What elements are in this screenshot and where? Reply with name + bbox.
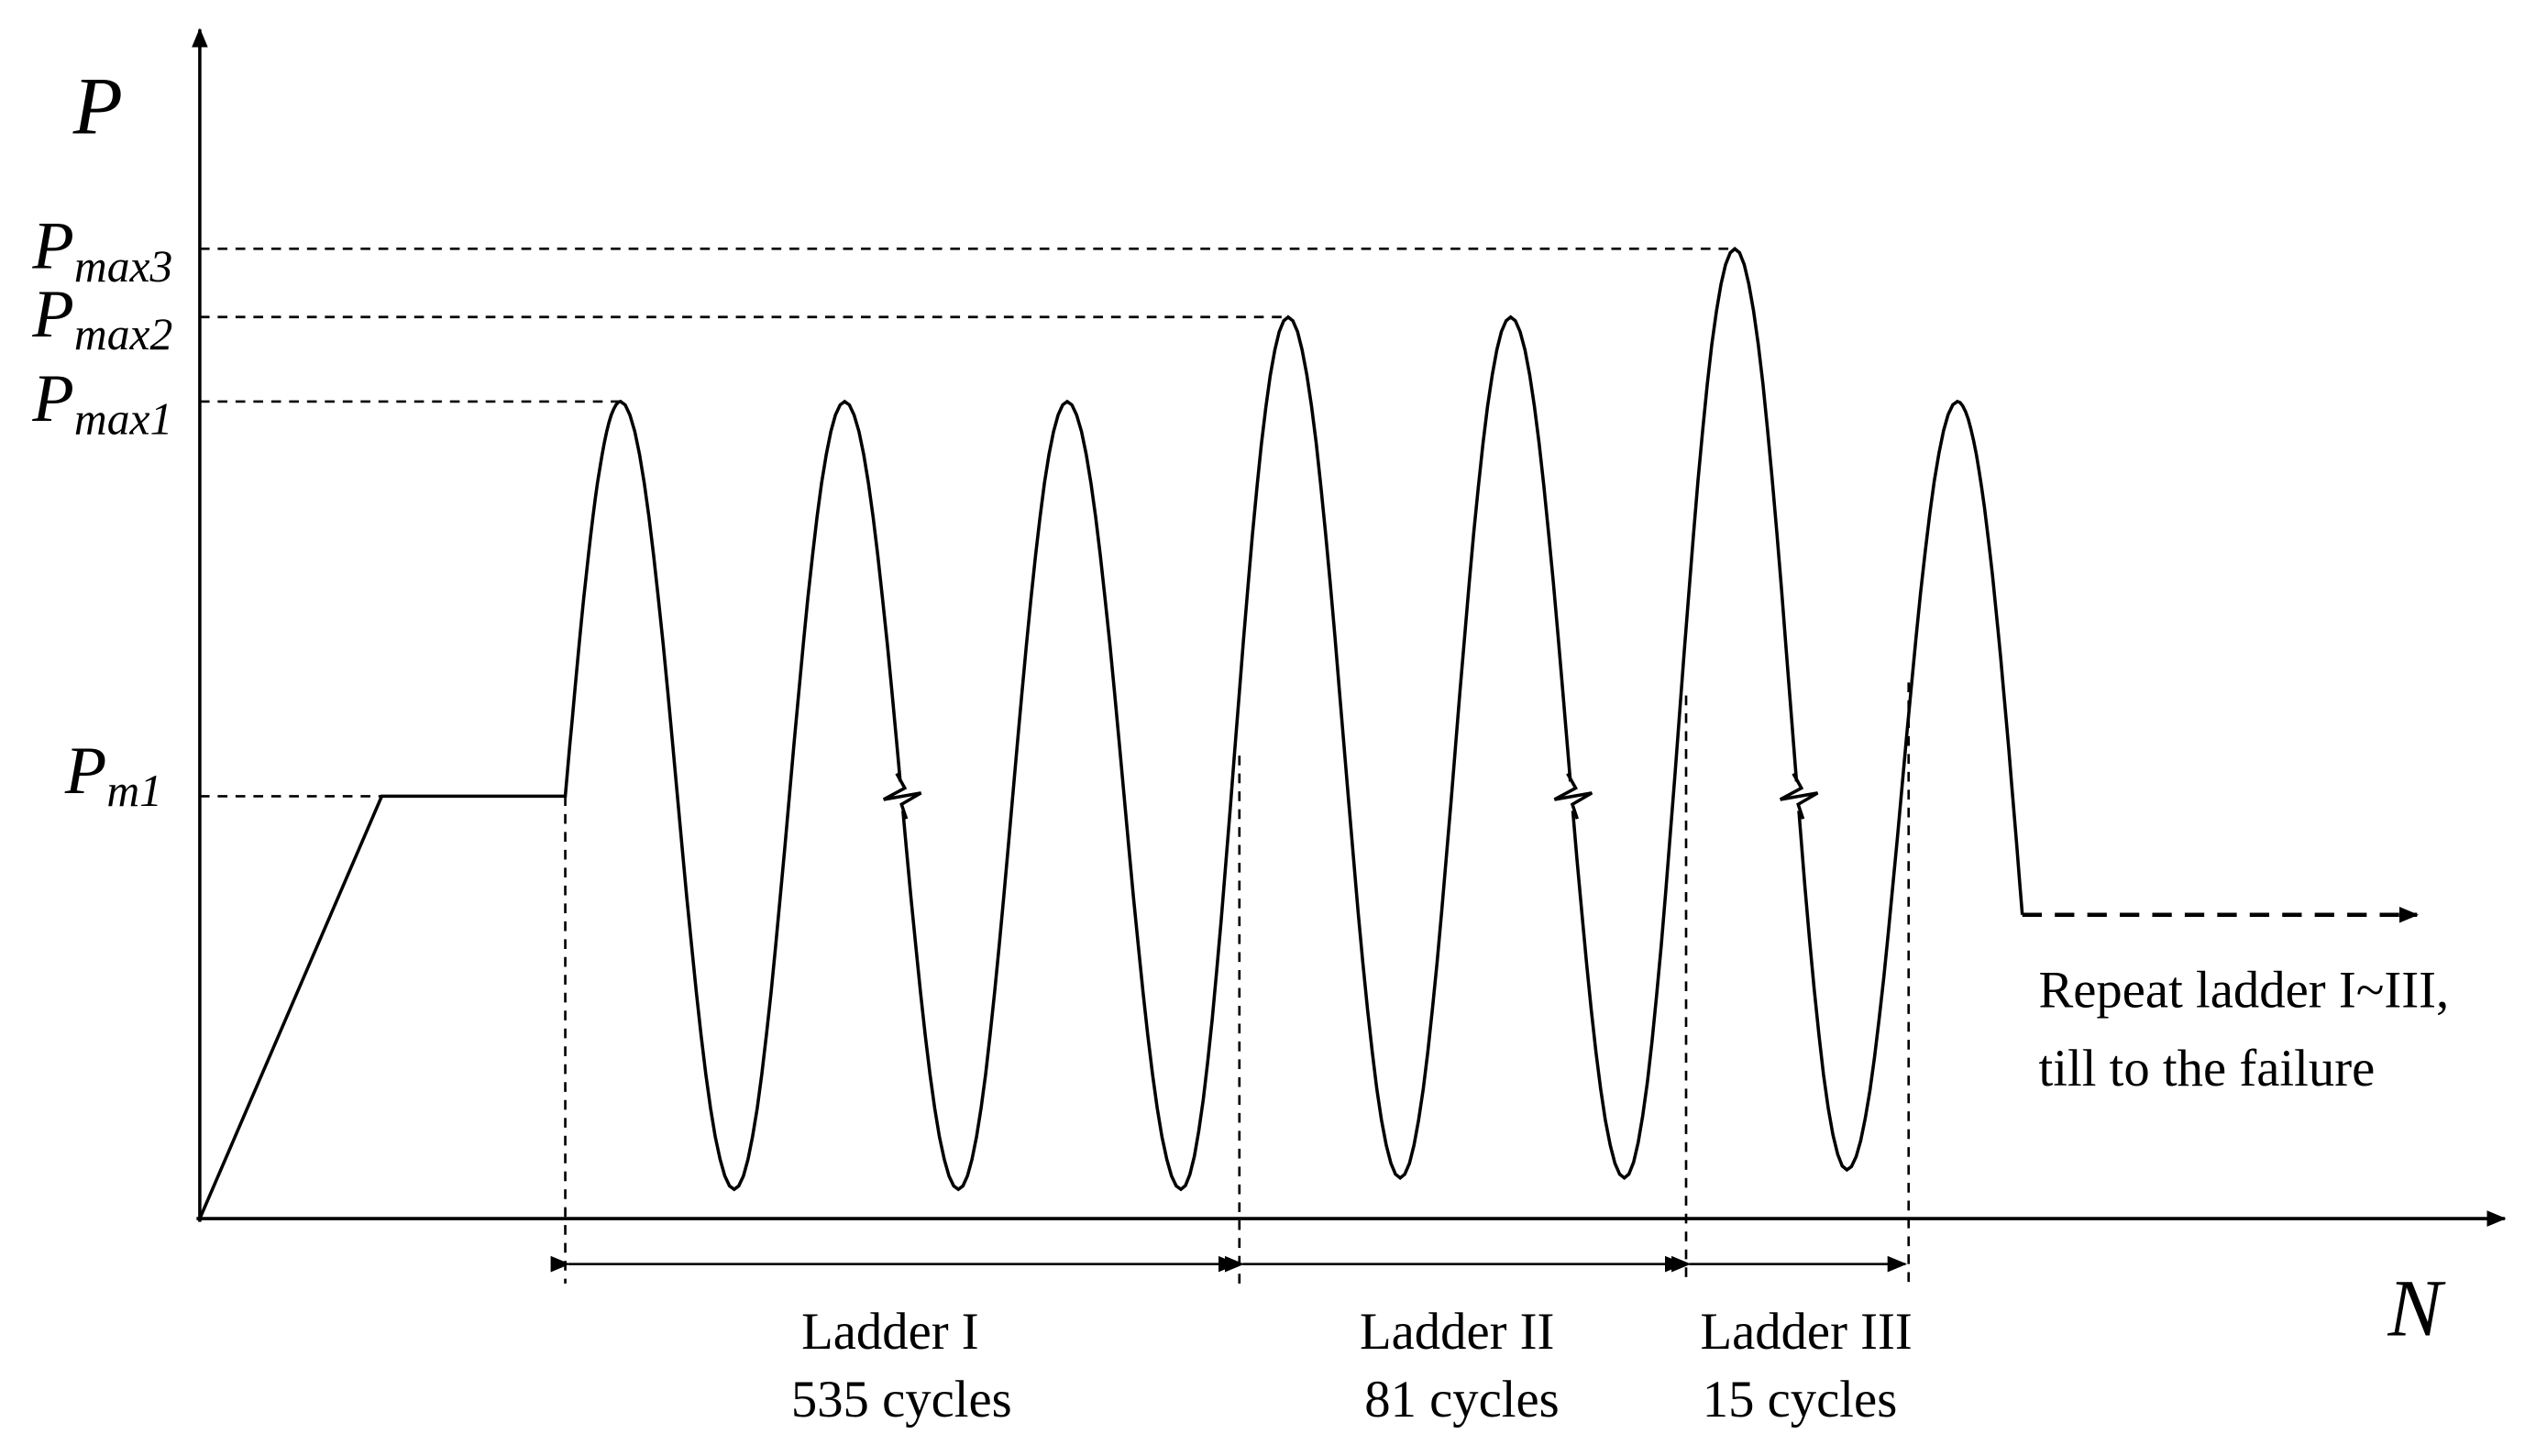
ladder-name: Ladder III [1700,1303,1912,1361]
y-axis-label: P [72,62,123,152]
ladder-name: Ladder I [801,1303,979,1361]
load-waveform [198,247,2024,1219]
break-mark [1779,772,1819,820]
level-label: Pm1 [64,734,162,816]
level-label: Pmax1 [31,361,172,444]
break-mark [1553,772,1593,820]
break-mark [882,772,922,820]
level-label: Pmax3 [31,209,172,292]
ladder-cycles: 81 cycles [1364,1371,1559,1428]
ladder-name: Ladder II [1360,1303,1554,1361]
x-axis-label: N [2387,1264,2446,1354]
annotation: till to the failure [2038,1040,2375,1098]
level-label: Pmax2 [31,277,172,359]
reference-lines [199,248,2420,1284]
ladder-cycles: 535 cycles [791,1371,1012,1428]
break-marks [878,772,1822,820]
ladder-cycles: 15 cycles [1703,1371,1897,1428]
annotation: Repeat ladder I~III, [2038,962,2449,1020]
